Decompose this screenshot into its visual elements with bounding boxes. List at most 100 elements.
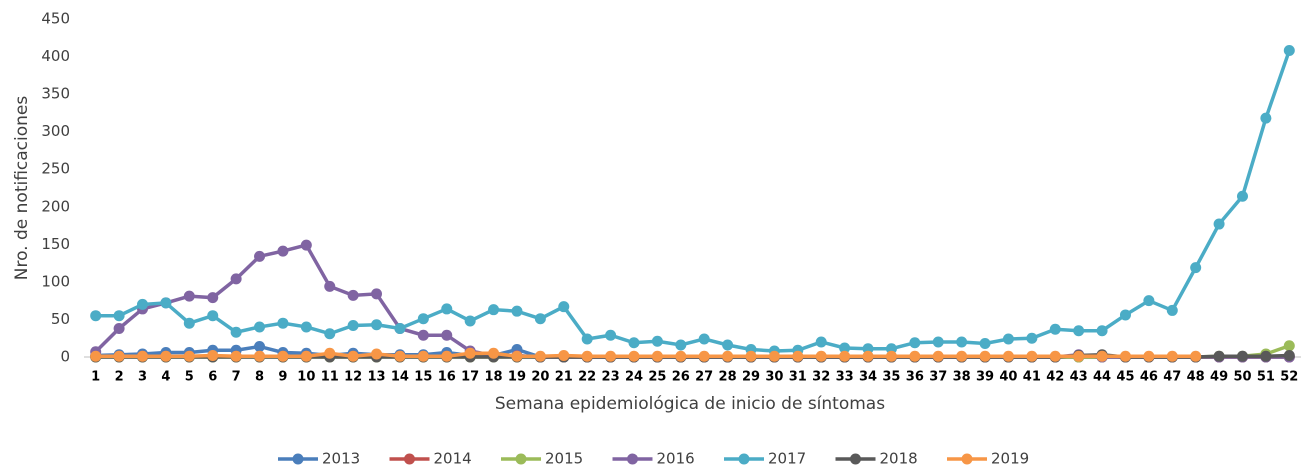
x-tick-label: 25 <box>648 370 666 385</box>
point <box>1119 309 1131 321</box>
x-tick-label: 52 <box>1280 370 1298 385</box>
legend-marker <box>850 453 861 465</box>
point <box>839 342 851 354</box>
point <box>371 288 383 300</box>
x-tick-label: 28 <box>719 370 737 385</box>
x-tick-label: 27 <box>695 370 713 385</box>
point <box>207 292 219 304</box>
point <box>932 350 944 362</box>
point <box>1049 350 1061 362</box>
x-tick-label: 24 <box>625 370 643 385</box>
point <box>534 313 546 325</box>
point <box>183 290 195 302</box>
x-tick-label: 19 <box>508 370 526 385</box>
point <box>1026 332 1038 344</box>
point <box>277 245 289 257</box>
point <box>558 349 570 361</box>
x-tick-label: 5 <box>185 370 194 385</box>
point <box>183 317 195 329</box>
point <box>1119 350 1131 362</box>
point <box>885 350 897 362</box>
point <box>324 328 336 340</box>
x-tick-label: 51 <box>1257 370 1275 385</box>
point <box>1166 304 1178 316</box>
point <box>1096 350 1108 362</box>
x-tick-label: 10 <box>297 370 315 385</box>
point <box>605 329 617 341</box>
x-tick-label: 2 <box>115 370 124 385</box>
x-tick-label: 17 <box>461 370 479 385</box>
x-tick-label: 12 <box>344 370 362 385</box>
point <box>371 348 383 360</box>
point <box>230 350 242 362</box>
legend-label: 2015 <box>545 450 583 468</box>
x-tick-label: 32 <box>812 370 830 385</box>
point <box>488 304 500 316</box>
point <box>417 313 429 325</box>
legend-label: 2014 <box>434 450 472 468</box>
point <box>1026 350 1038 362</box>
point <box>394 350 406 362</box>
point <box>254 340 266 352</box>
point <box>1143 350 1155 362</box>
legend-marker <box>515 453 527 465</box>
point <box>722 350 734 362</box>
point <box>441 303 453 315</box>
point <box>1190 350 1202 362</box>
point <box>768 350 780 362</box>
point <box>534 350 546 362</box>
legend-label: 2018 <box>880 450 918 468</box>
x-tick-label: 13 <box>368 370 386 385</box>
x-tick-label: 7 <box>232 370 241 385</box>
y-tick-label: 350 <box>41 85 70 103</box>
point <box>347 319 359 331</box>
x-tick-label: 45 <box>1116 370 1134 385</box>
point <box>417 350 429 362</box>
legend-label: 2016 <box>657 450 695 468</box>
point <box>1073 350 1085 362</box>
point <box>1002 350 1014 362</box>
point <box>956 336 968 348</box>
point <box>651 350 663 362</box>
point <box>300 239 312 251</box>
x-tick-label: 40 <box>999 370 1017 385</box>
point <box>488 347 500 359</box>
point <box>441 350 453 362</box>
y-tick-label: 450 <box>41 10 70 28</box>
point <box>956 350 968 362</box>
x-tick-label: 6 <box>208 370 217 385</box>
point <box>1143 295 1155 307</box>
point <box>207 310 219 322</box>
y-axis-label: Nro. de notificaciones <box>12 96 32 281</box>
point <box>90 310 102 322</box>
point <box>371 319 383 331</box>
y-tick-label: 250 <box>41 160 70 178</box>
x-tick-label: 36 <box>906 370 924 385</box>
legend-marker <box>738 453 750 465</box>
legend-marker <box>627 453 638 465</box>
x-tick-label: 42 <box>1046 370 1064 385</box>
x-tick-label: 1 <box>91 370 100 385</box>
point <box>792 350 804 362</box>
point <box>511 350 523 362</box>
point <box>254 350 266 362</box>
point <box>745 350 757 362</box>
y-tick-label: 200 <box>41 197 70 215</box>
point <box>581 350 593 362</box>
x-tick-label: 18 <box>485 370 503 385</box>
point <box>207 349 219 361</box>
point <box>605 350 617 362</box>
series-line <box>95 49 1291 353</box>
x-tick-label: 48 <box>1187 370 1205 385</box>
x-tick-label: 14 <box>391 370 409 385</box>
point <box>183 350 195 362</box>
point <box>441 329 453 341</box>
point <box>277 350 289 362</box>
x-tick-label: 8 <box>255 370 264 385</box>
point <box>277 317 289 329</box>
x-tick-label: 47 <box>1163 370 1181 385</box>
point <box>394 322 406 334</box>
point <box>1260 350 1272 362</box>
point <box>160 297 172 309</box>
point <box>300 350 312 362</box>
